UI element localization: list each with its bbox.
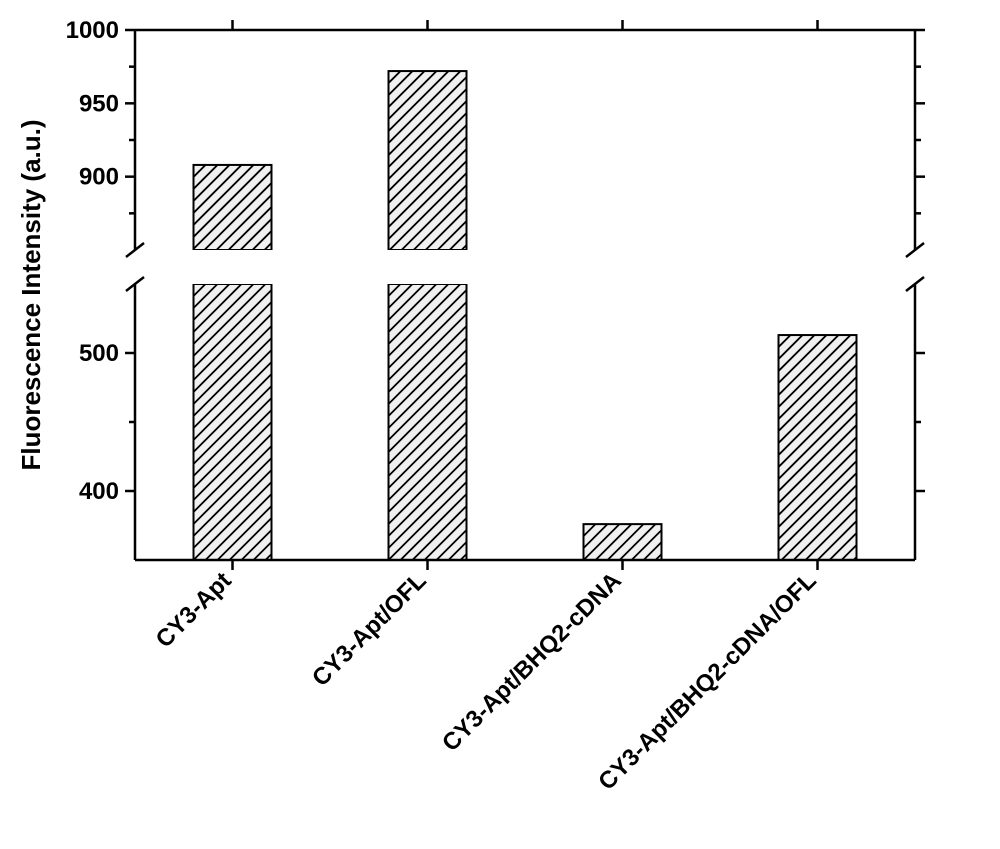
bar-chart: 9009501000400500CY3-AptCY3-Apt/OFLCY3-Ap… — [0, 0, 1000, 849]
y-tick-label: 900 — [79, 164, 119, 191]
chart-container: 9009501000400500CY3-AptCY3-Apt/OFLCY3-Ap… — [0, 0, 1000, 849]
x-category-label: CY3-Apt/BHQ2-cDNA — [437, 567, 627, 757]
y-tick-label: 400 — [79, 478, 119, 505]
x-category-label: CY3-Apt/BHQ2-cDNA/OFL — [593, 567, 821, 795]
x-category-label: CY3-Apt/OFL — [307, 567, 432, 692]
y-tick-label: 950 — [79, 90, 119, 117]
y-tick-label: 500 — [79, 340, 119, 367]
y-axis-label: Fluorescence Intensity (a.u.) — [16, 119, 46, 470]
x-category-label: CY3-Apt — [151, 567, 237, 653]
y-tick-label: 1000 — [66, 17, 119, 44]
